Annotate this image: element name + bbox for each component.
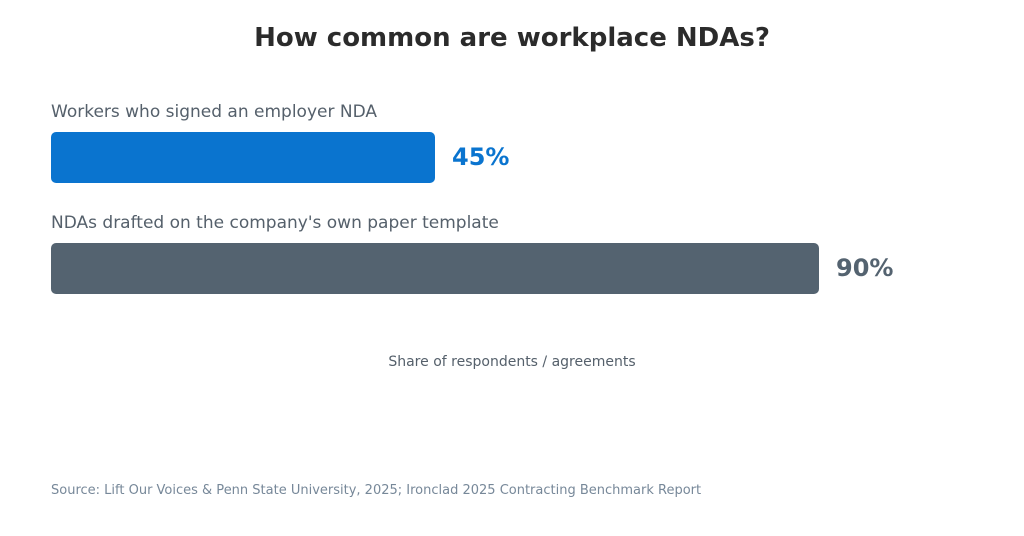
bar bbox=[51, 132, 435, 183]
axis-caption: Share of respondents / agreements bbox=[388, 354, 636, 370]
data-label: 45% bbox=[452, 143, 510, 171]
data-label: 90% bbox=[836, 254, 894, 282]
chart-title: How common are workplace NDAs? bbox=[254, 23, 770, 53]
category-label: Workers who signed an employer NDA bbox=[51, 102, 378, 122]
source-note: Source: Lift Our Voices & Penn State Uni… bbox=[51, 483, 702, 498]
category-label: NDAs drafted on the company's own paper … bbox=[51, 213, 499, 233]
bar bbox=[51, 243, 819, 294]
